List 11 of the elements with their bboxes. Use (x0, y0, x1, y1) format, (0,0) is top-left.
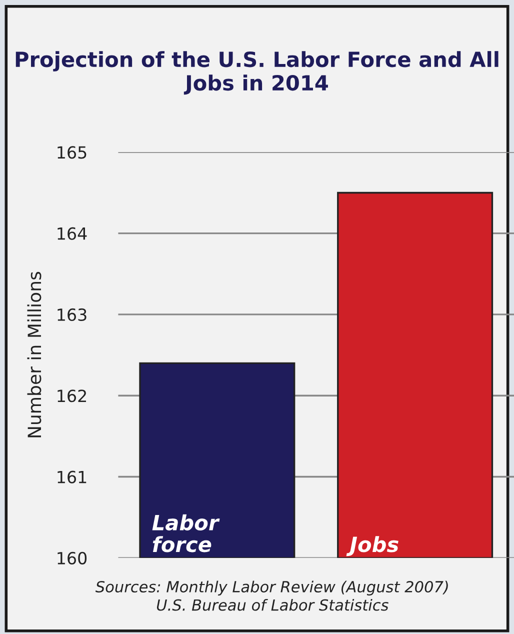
y-axis-title: Number in Millions (27, 272, 42, 438)
y-tick-label: 162 (58, 390, 86, 402)
chart-title: Projection of the U.S. Labor Force and All Jobs in 2014 (16, 51, 498, 95)
y-tick-label: 160 (58, 552, 87, 564)
x-tick-label: Jobs (346, 536, 398, 556)
source-note: Sources: Monthly Labor Review (August 2007) U.S. Bureau of Labor Statistics (95, 580, 448, 611)
y-tick-label: 163 (58, 308, 86, 322)
x-tick-label: Labor force (152, 514, 220, 552)
y-tick-label: 164 (58, 227, 87, 240)
y-tick-label: 161 (58, 470, 86, 484)
y-tick-label: 165 (58, 146, 86, 159)
